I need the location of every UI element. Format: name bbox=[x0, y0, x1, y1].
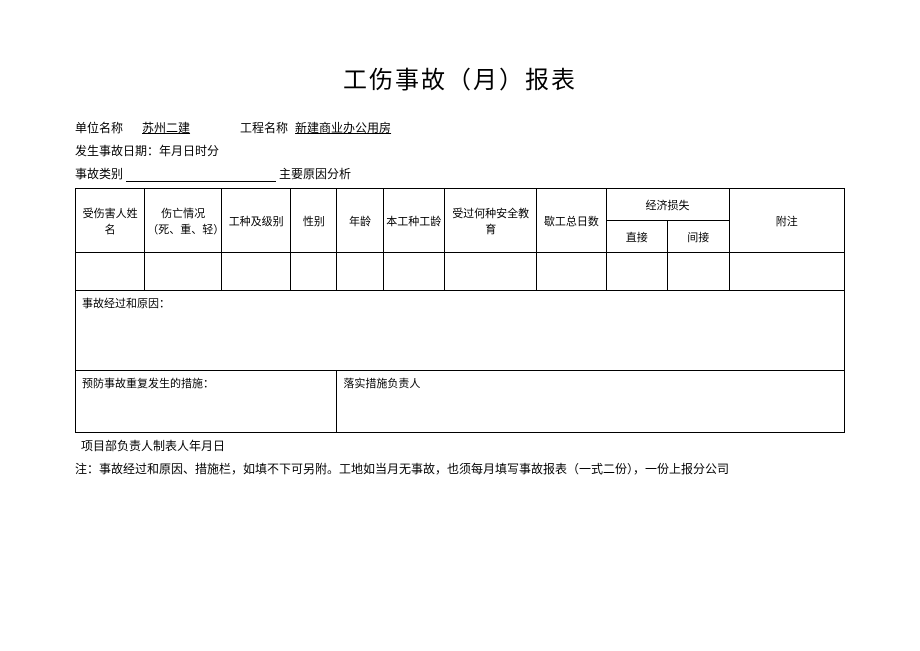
col-worktype: 工种及级别 bbox=[222, 189, 291, 253]
measures-row: 预防事故重复发生的措施： 落实措施负责人 bbox=[76, 371, 845, 433]
cell bbox=[145, 253, 222, 291]
cell bbox=[729, 253, 844, 291]
col-age: 年龄 bbox=[337, 189, 383, 253]
footer-note: 注：事故经过和原因、措施栏，如填不下可另附。工地如当月无事故，也须每月填写事故报… bbox=[75, 460, 845, 477]
cell bbox=[222, 253, 291, 291]
process-cause: 事故经过和原因： bbox=[76, 291, 845, 371]
col-direct: 直接 bbox=[606, 221, 668, 253]
footer-signer: 项目部负责人制表人年月日 bbox=[75, 437, 845, 454]
col-remark: 附注 bbox=[729, 189, 844, 253]
project-value: 新建商业办公用房 bbox=[291, 121, 395, 135]
cell bbox=[337, 253, 383, 291]
cell bbox=[445, 253, 537, 291]
cell bbox=[606, 253, 668, 291]
data-row-1 bbox=[76, 253, 845, 291]
meta-row-2: 发生事故日期：年月日时分 bbox=[75, 142, 845, 159]
impl-person: 落实措施负责人 bbox=[337, 371, 845, 433]
cell bbox=[668, 253, 730, 291]
col-safetyedu: 受过何种安全教育 bbox=[445, 189, 537, 253]
cell bbox=[383, 253, 445, 291]
unit-label: 单位名称 bbox=[75, 121, 123, 135]
meta-row-1: 单位名称 苏州二建 工程名称 新建商业办公用房 bbox=[75, 119, 845, 136]
cell bbox=[537, 253, 606, 291]
col-econloss: 经济损失 bbox=[606, 189, 729, 221]
cell bbox=[291, 253, 337, 291]
meta-row-3: 事故类别 主要原因分析 bbox=[75, 165, 845, 182]
col-workage: 本工种工龄 bbox=[383, 189, 445, 253]
unit-value: 苏州二建 bbox=[138, 121, 194, 135]
process-row: 事故经过和原因： bbox=[76, 291, 845, 371]
cell bbox=[76, 253, 145, 291]
col-gender: 性别 bbox=[291, 189, 337, 253]
report-table: 受伤害人姓名 伤亡情况（死、重、轻） 工种及级别 性别 年龄 本工种工龄 受过何… bbox=[75, 188, 845, 433]
accident-type-blank bbox=[126, 170, 276, 182]
project-label: 工程名称 bbox=[240, 121, 288, 135]
col-victim: 受伤害人姓名 bbox=[76, 189, 145, 253]
accident-date-label: 发生事故日期：年月日时分 bbox=[75, 144, 219, 158]
main-cause-label: 主要原因分析 bbox=[279, 167, 351, 181]
col-casualty: 伤亡情况（死、重、轻） bbox=[145, 189, 222, 253]
page-title: 工伤事故（月）报表 bbox=[75, 60, 845, 95]
header-row-1: 受伤害人姓名 伤亡情况（死、重、轻） 工种及级别 性别 年龄 本工种工龄 受过何… bbox=[76, 189, 845, 221]
prevention: 预防事故重复发生的措施： bbox=[76, 371, 337, 433]
accident-type-label: 事故类别 bbox=[75, 167, 123, 181]
col-indirect: 间接 bbox=[668, 221, 730, 253]
col-absent: 歇工总日数 bbox=[537, 189, 606, 253]
